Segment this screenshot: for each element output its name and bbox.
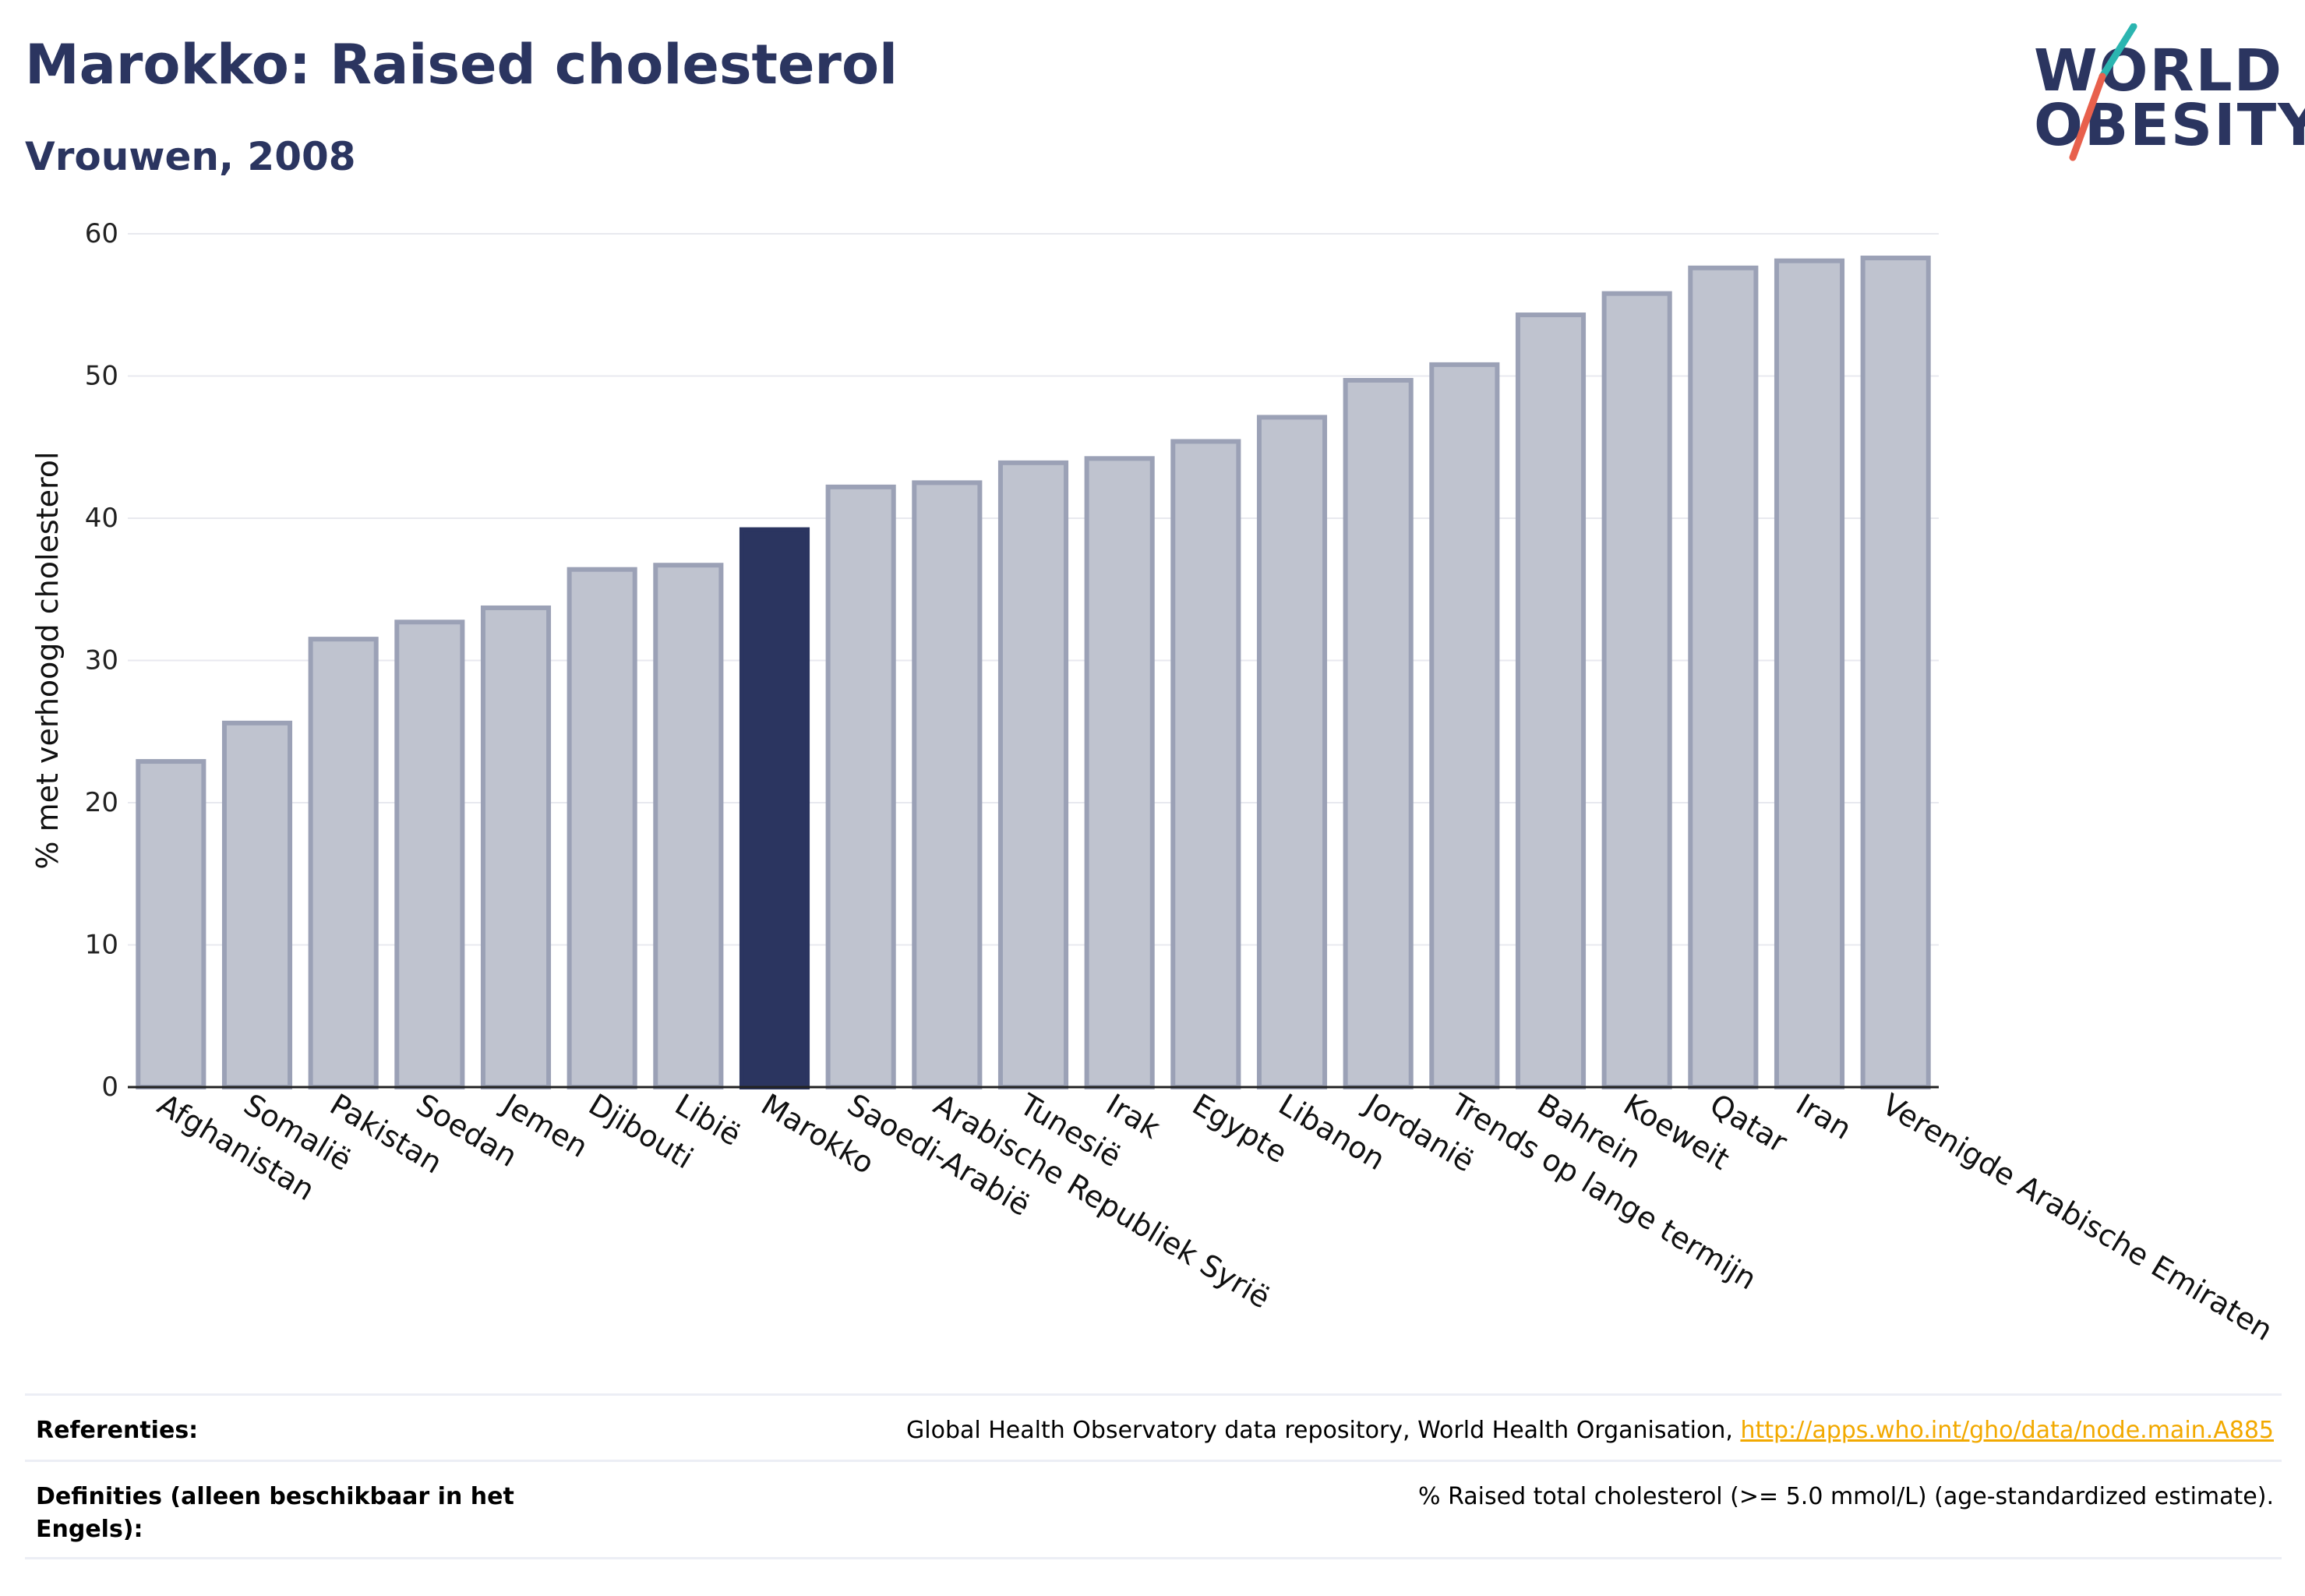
bar (1429, 362, 1500, 1089)
x-tick-label: Iran (1790, 1087, 1857, 1146)
bar (308, 637, 379, 1089)
bar (653, 563, 724, 1090)
bar (394, 620, 465, 1089)
bar (221, 720, 293, 1089)
bar (1170, 439, 1241, 1089)
references-table: Referenties: Global Health Observatory d… (25, 1393, 2282, 1559)
definitions-value: % Raised total cholesterol (>= 5.0 mmol/… (1418, 1483, 2274, 1510)
bar (825, 484, 896, 1090)
references-value: Global Health Observatory data repositor… (906, 1414, 2274, 1447)
y-tick-label: 10 (85, 930, 118, 961)
bar-highlighted (739, 527, 810, 1090)
bar (1343, 377, 1414, 1090)
bar (480, 605, 552, 1089)
references-link[interactable]: http://apps.who.int/gho/data/node.main.A… (1740, 1417, 2274, 1444)
y-tick-label: 50 (85, 361, 118, 392)
x-tick-label: Egypte (1187, 1087, 1294, 1170)
chart-title: Marokko: Raised cholesterol (25, 33, 898, 97)
references-label: Referenties: (36, 1417, 199, 1444)
y-axis-title: % met verhoogd cholesterol (30, 451, 65, 869)
chart-subtitle: Vrouwen, 2008 (25, 134, 356, 179)
bar (567, 567, 637, 1089)
bar (1515, 312, 1587, 1089)
bar (136, 759, 206, 1089)
bar (1084, 456, 1155, 1090)
references-row: Referenties: Global Health Observatory d… (25, 1393, 2282, 1460)
y-tick-label: 20 (85, 787, 118, 818)
bar (1860, 256, 1931, 1089)
logo-text-line1: WORLD (2034, 37, 2284, 104)
y-tick-label: 30 (85, 645, 118, 676)
references-text: Global Health Observatory data repositor… (906, 1417, 1741, 1444)
definitions-label: Definities (alleen beschikbaar in het En… (36, 1483, 514, 1543)
definitions-row: Definities (alleen beschikbaar in het En… (25, 1460, 2282, 1559)
y-tick-label: 0 (101, 1072, 118, 1103)
world-obesity-logo: WORLD OBESITY (2034, 23, 2305, 171)
x-tick-label: Verenigde Arabische Emiraten (1876, 1087, 2279, 1347)
y-tick-label: 60 (85, 218, 118, 249)
logo-slash-icon (2069, 23, 2137, 161)
y-tick-label: 40 (85, 503, 118, 534)
bar (1256, 415, 1328, 1089)
bar (997, 460, 1069, 1089)
bar (912, 480, 983, 1089)
bar (1688, 265, 1759, 1089)
bar (1774, 258, 1845, 1089)
bar (1601, 291, 1672, 1089)
